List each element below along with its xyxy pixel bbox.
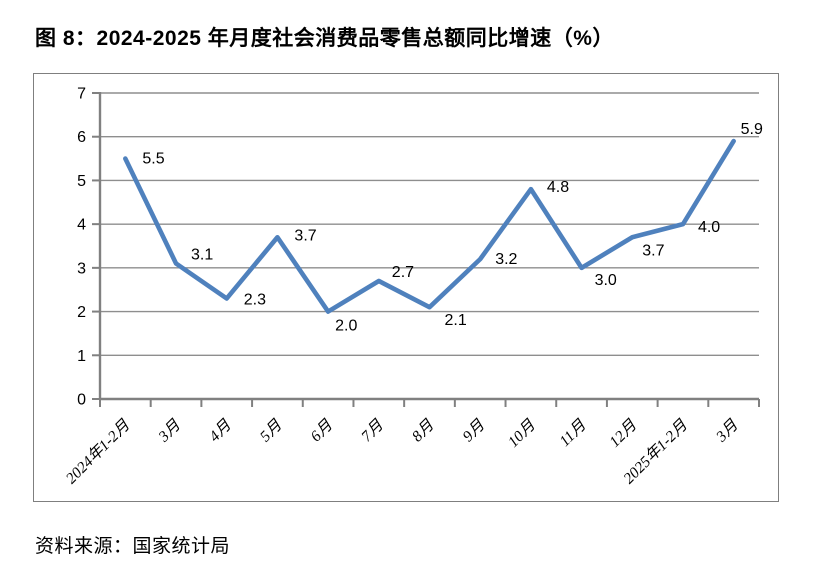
y-tick-label: 1 [77,348,86,365]
data-label: 3.7 [642,242,664,259]
x-category-label: 4月 [206,416,235,445]
x-category-label: 5月 [257,416,286,445]
data-label: 5.5 [142,151,164,168]
figure-title: 图 8：2024-2025 年月度社会消费品零售总额同比增速（%） [35,27,614,50]
x-category-label: 6月 [307,416,336,445]
data-label: 3.2 [495,251,517,268]
y-tick-label: 0 [77,392,86,409]
data-label: 2.0 [335,318,357,335]
y-tick-label: 6 [77,129,86,146]
line-chart: 0 1 2 3 4 5 6 7 2024年1-2月 3月 4月 5月 6月 7月 8月 9月 10月 11月 12月… [62,86,763,488]
y-tick-label: 7 [77,86,86,103]
x-category-label: 7月 [358,416,387,445]
x-category-label: 3月 [712,416,742,446]
source-note: 资料来源：国家统计局 [35,536,231,557]
y-tick-label: 4 [77,217,86,234]
data-label: 2.3 [244,291,266,308]
data-label: 2.1 [445,312,467,329]
x-category-label: 9月 [460,416,489,445]
x-category-label: 3月 [155,416,185,446]
x-category-label: 11月 [556,416,589,449]
x-category-label: 12月 [606,416,640,450]
chart-frame: 0 1 2 3 4 5 6 7 2024年1-2月 3月 4月 5月 6月 7月 8月 9月 10月 11月 12月… [33,73,779,502]
x-category-label: 8月 [409,416,438,445]
data-label: 5.9 [741,121,763,138]
data-label: 3.7 [294,227,316,244]
x-category-label: 2024年1-2月 [62,416,134,488]
data-label: 3.1 [191,246,213,263]
series-line [123,138,736,314]
x-category-label: 10月 [505,416,539,450]
data-label: 4.8 [547,179,569,196]
y-tick-label: 5 [77,173,86,190]
y-tick-label: 2 [77,304,86,321]
y-tick-label: 3 [77,260,86,277]
data-label: 2.7 [392,264,414,281]
data-label: 3.0 [595,272,617,289]
data-label: 4.0 [698,219,720,236]
